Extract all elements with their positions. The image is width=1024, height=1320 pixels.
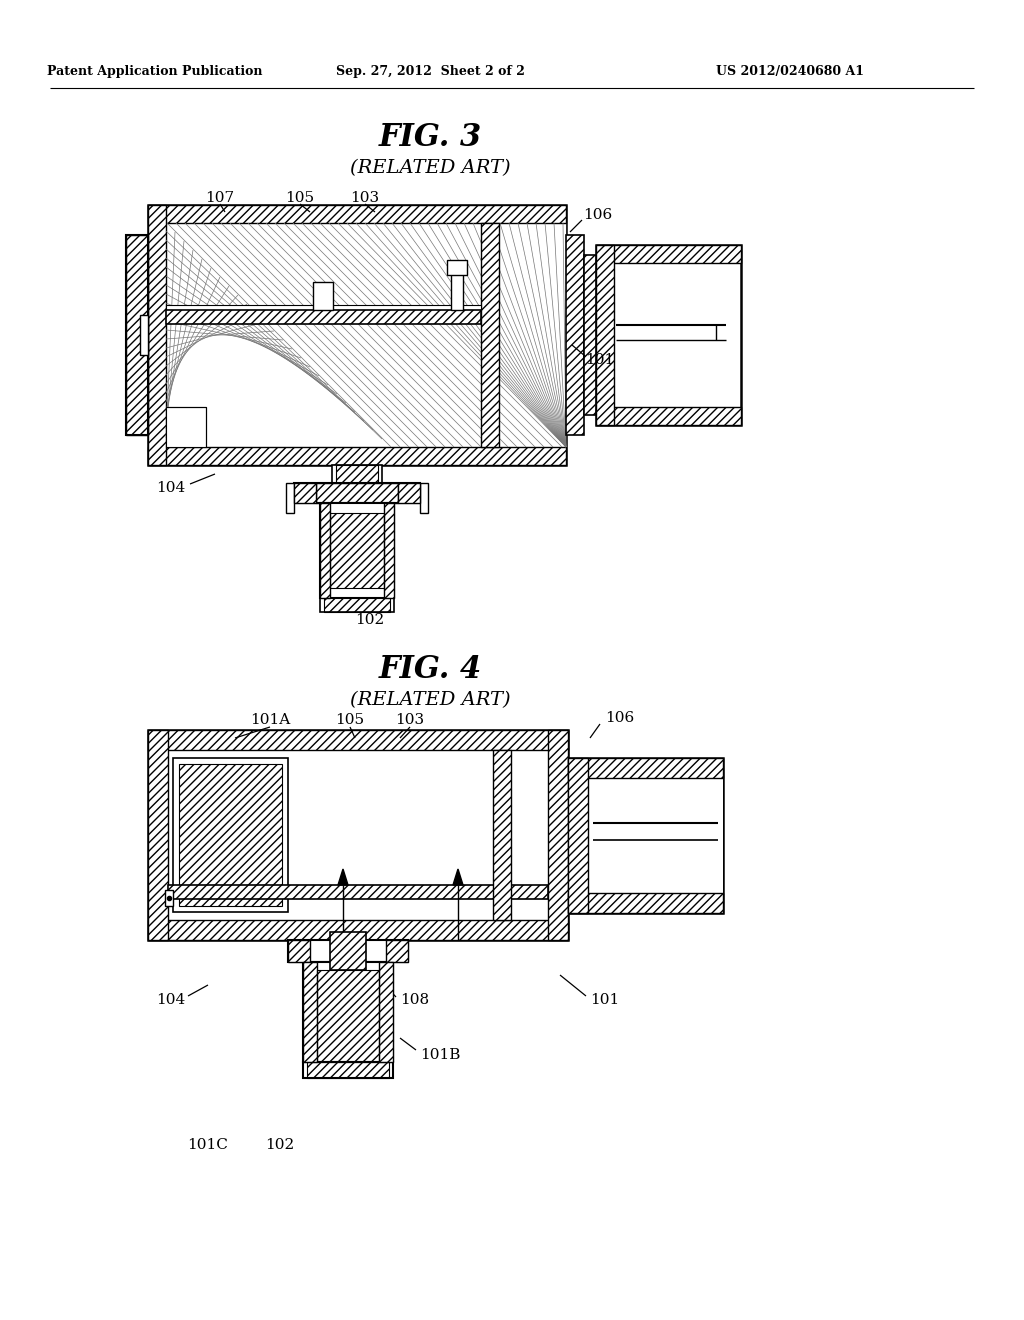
Bar xyxy=(179,764,282,906)
Text: 101A: 101A xyxy=(250,713,290,727)
Bar xyxy=(303,1063,393,1078)
Bar xyxy=(168,750,548,920)
Text: 105: 105 xyxy=(336,713,365,727)
Bar xyxy=(384,503,394,598)
Bar xyxy=(548,730,568,940)
Bar xyxy=(420,483,428,513)
Bar xyxy=(317,970,379,1063)
Text: 101: 101 xyxy=(586,352,614,367)
Bar xyxy=(568,758,723,777)
Bar xyxy=(332,465,382,483)
Bar xyxy=(330,932,366,970)
Bar xyxy=(148,920,568,940)
Text: (RELATED ART): (RELATED ART) xyxy=(349,158,510,177)
Text: 101C: 101C xyxy=(187,1138,228,1152)
Polygon shape xyxy=(453,869,463,884)
Bar xyxy=(303,962,317,1063)
Bar xyxy=(148,730,168,940)
Text: 104: 104 xyxy=(156,480,185,495)
Bar xyxy=(126,235,148,436)
Bar xyxy=(148,730,568,750)
Bar xyxy=(148,447,566,465)
Bar xyxy=(166,305,481,310)
Bar xyxy=(316,483,398,503)
Bar xyxy=(596,246,614,425)
Bar xyxy=(566,235,584,436)
Polygon shape xyxy=(338,869,348,884)
Text: 107: 107 xyxy=(206,191,234,205)
Bar xyxy=(288,940,310,962)
Text: 103: 103 xyxy=(350,191,380,205)
Bar xyxy=(303,962,393,1063)
Bar xyxy=(596,407,741,425)
Bar xyxy=(324,598,390,612)
Bar xyxy=(307,1063,389,1078)
Bar xyxy=(294,483,420,503)
Text: 102: 102 xyxy=(265,1138,295,1152)
Bar xyxy=(336,465,378,483)
Text: 106: 106 xyxy=(605,711,635,725)
Bar xyxy=(294,483,316,503)
Bar xyxy=(568,758,723,913)
Bar xyxy=(568,758,588,913)
Text: FIG. 3: FIG. 3 xyxy=(379,123,481,153)
Bar xyxy=(493,750,511,920)
Bar xyxy=(173,758,288,912)
Bar xyxy=(319,503,330,598)
Text: 105: 105 xyxy=(286,191,314,205)
Text: 101: 101 xyxy=(590,993,620,1007)
Bar xyxy=(166,310,481,323)
Bar xyxy=(481,223,499,447)
Bar xyxy=(166,223,566,447)
Bar xyxy=(168,884,548,899)
Bar xyxy=(313,282,333,310)
Bar xyxy=(126,235,148,436)
Text: 101B: 101B xyxy=(420,1048,461,1063)
Bar xyxy=(596,246,741,425)
Bar xyxy=(148,205,166,465)
Bar xyxy=(166,407,206,447)
Bar xyxy=(379,962,393,1063)
Bar xyxy=(319,503,394,598)
Bar xyxy=(148,205,566,465)
Bar xyxy=(568,894,723,913)
Text: 102: 102 xyxy=(355,612,385,627)
Bar xyxy=(451,265,463,310)
Bar xyxy=(140,315,148,355)
Bar xyxy=(596,246,741,263)
Text: Sep. 27, 2012  Sheet 2 of 2: Sep. 27, 2012 Sheet 2 of 2 xyxy=(336,66,524,78)
Bar xyxy=(386,940,408,962)
Text: FIG. 4: FIG. 4 xyxy=(379,655,481,685)
Bar xyxy=(288,940,408,962)
Bar xyxy=(319,598,394,612)
Text: 103: 103 xyxy=(395,713,425,727)
Bar xyxy=(588,777,723,894)
Bar xyxy=(330,513,384,587)
Bar xyxy=(148,205,566,223)
Text: Patent Application Publication: Patent Application Publication xyxy=(47,66,263,78)
Bar xyxy=(584,255,596,414)
Bar xyxy=(286,483,294,513)
Text: 108: 108 xyxy=(400,993,429,1007)
Bar xyxy=(165,890,173,906)
Bar xyxy=(398,483,420,503)
Bar xyxy=(148,730,568,940)
Text: 104: 104 xyxy=(156,993,185,1007)
Text: 106: 106 xyxy=(584,209,612,222)
Text: (RELATED ART): (RELATED ART) xyxy=(349,690,510,709)
Text: US 2012/0240680 A1: US 2012/0240680 A1 xyxy=(716,66,864,78)
Bar xyxy=(447,260,467,275)
